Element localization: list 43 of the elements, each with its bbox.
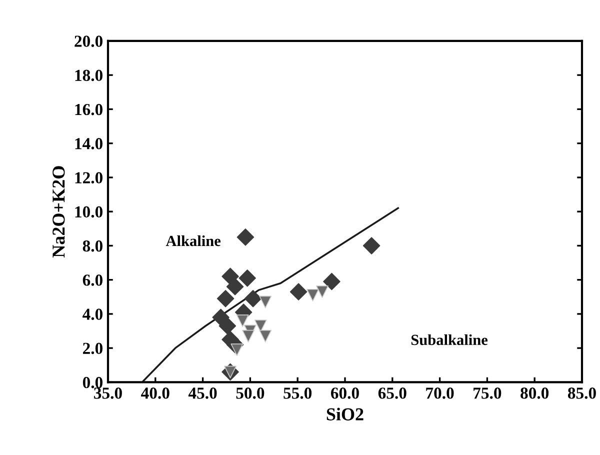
point	[236, 228, 254, 246]
point	[259, 330, 272, 342]
y-tick-label: 8.0	[82, 240, 103, 252]
x-tick-label: 70.0	[426, 388, 454, 399]
point	[236, 314, 249, 328]
point	[323, 272, 340, 290]
x-tick-label: 55.0	[284, 388, 312, 399]
point	[222, 268, 239, 286]
annotation: Subalkaline	[411, 334, 488, 346]
y-tick-label: 20.0	[74, 36, 103, 47]
x-tick-label: 40.0	[141, 388, 170, 399]
y-tick-label: 18.0	[75, 70, 103, 82]
point	[238, 269, 256, 287]
x-tick-label: 50.0	[236, 388, 264, 399]
y-tick-label: 10.0	[75, 206, 103, 218]
y-tick-label: 14.0	[75, 138, 103, 150]
x-tick-label: 75.0	[474, 388, 502, 399]
point	[226, 278, 244, 296]
annotation: Alkaline	[166, 235, 221, 246]
x-tick-label: 80.0	[520, 388, 549, 399]
x-tick-label: 85.0	[568, 388, 596, 399]
y-axis-title: Na2O+K2O	[52, 166, 65, 258]
point	[306, 288, 319, 302]
point	[362, 237, 380, 254]
point	[316, 286, 328, 298]
point	[218, 317, 236, 335]
y-tick-label: 16.0	[75, 104, 103, 116]
x-tick-label: 45.0	[188, 388, 217, 399]
x-tick-label: 65.0	[378, 388, 406, 399]
y-tick-label: 12.0	[75, 172, 103, 184]
y-tick-label: 2.0	[83, 342, 103, 354]
y-tick-label: 6.0	[82, 274, 103, 286]
line-series	[141, 207, 399, 382]
x-tick-label: 60.0	[330, 388, 359, 399]
y-tick-label: 0.0	[82, 376, 103, 388]
point	[244, 290, 262, 308]
point	[290, 283, 308, 300]
point	[259, 296, 272, 308]
x-tick-label: 35.0	[94, 388, 122, 399]
y-tick-label: 4.0	[82, 308, 103, 320]
point	[242, 330, 255, 342]
point	[216, 290, 234, 308]
x-axis-title: SiO2	[326, 408, 364, 420]
